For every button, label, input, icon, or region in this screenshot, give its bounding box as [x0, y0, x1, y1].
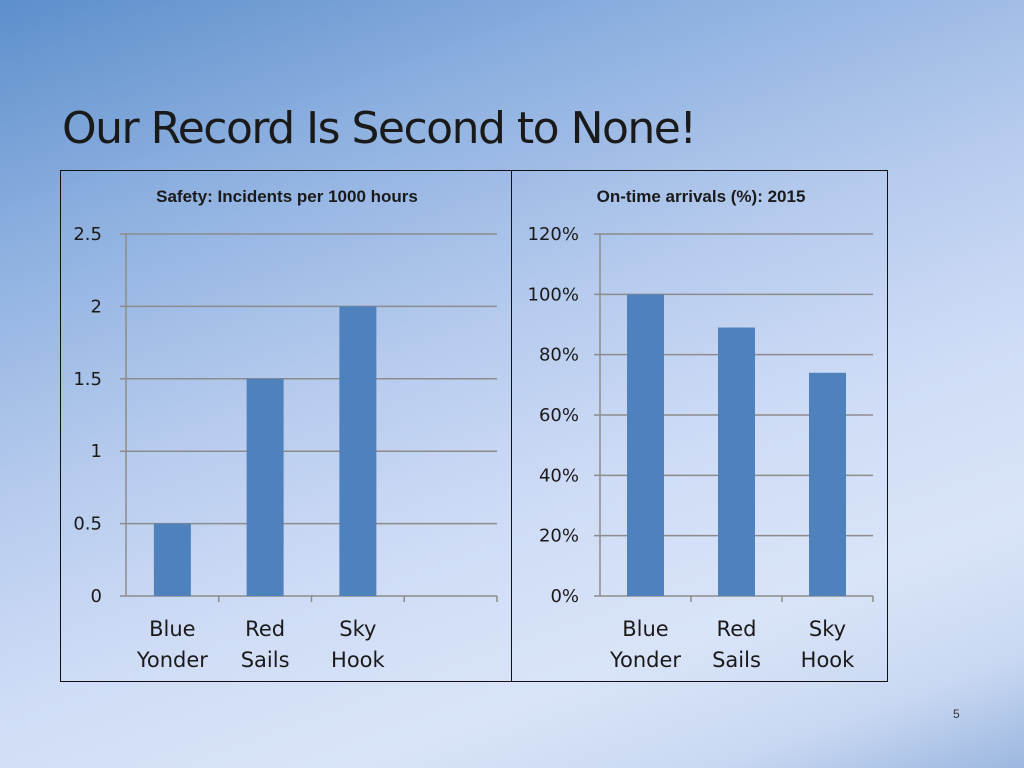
- safety-bar-red-sails: [246, 378, 284, 596]
- on-time-y-tick-label: 120%: [528, 224, 579, 245]
- safety-category-label: Sky: [339, 617, 376, 641]
- on-time-category-label: Sky: [809, 617, 846, 641]
- safety-category-label: Red: [245, 617, 285, 641]
- safety-category-label: Sails: [241, 648, 290, 672]
- safety-y-tick-label: 0.5: [73, 514, 102, 535]
- on-time-chart: On-time arrivals (%): 2015 0% 20% 40% 60% 80%…: [511, 170, 888, 682]
- on-time-y-tick-label: 60%: [539, 405, 579, 426]
- safety-y-tick-label: 2: [91, 296, 102, 317]
- safety-y-tick-label: 1.5: [73, 369, 102, 390]
- on-time-bar-red-sails: [718, 327, 755, 596]
- safety-y-tick-label: 1: [91, 441, 102, 462]
- safety-y-tick-label: 0: [91, 586, 102, 607]
- safety-chart-title: Safety: Incidents per 1000 hours: [156, 187, 418, 206]
- on-time-category-label: Red: [717, 617, 757, 641]
- on-time-category-label: Hook: [801, 648, 855, 672]
- on-time-chart-svg: On-time arrivals (%): 2015 0% 20% 40% 60% 80%…: [528, 187, 874, 672]
- slide-title: Our Record Is Second to None!: [62, 103, 697, 154]
- safety-bar-blue-yonder: [153, 523, 191, 596]
- safety-y-tick-label: 2.5: [73, 224, 102, 245]
- safety-bar-sky-hook: [339, 306, 377, 596]
- page-number: 5: [953, 707, 960, 721]
- on-time-y-tick-label: 0%: [550, 586, 579, 607]
- safety-category-label: Hook: [331, 648, 385, 672]
- safety-chart: Safety: Incidents per 1000 hours 0 0.5 1 1.5…: [60, 170, 512, 682]
- on-time-y-tick-label: 20%: [539, 526, 579, 547]
- on-time-bar-blue-yonder: [627, 294, 664, 596]
- safety-category-label: Blue: [149, 617, 195, 641]
- on-time-bar-sky-hook: [809, 372, 846, 596]
- on-time-y-tick-label: 100%: [528, 284, 579, 305]
- on-time-category-label: Sails: [712, 648, 761, 672]
- safety-chart-svg: Safety: Incidents per 1000 hours 0 0.5 1 1.5…: [73, 187, 498, 672]
- on-time-category-label: Yonder: [609, 648, 681, 672]
- on-time-chart-title: On-time arrivals (%): 2015: [597, 187, 806, 206]
- on-time-category-label: Blue: [622, 617, 668, 641]
- safety-category-label: Yonder: [136, 648, 208, 672]
- on-time-y-tick-label: 80%: [539, 345, 579, 366]
- on-time-y-tick-label: 40%: [539, 465, 579, 486]
